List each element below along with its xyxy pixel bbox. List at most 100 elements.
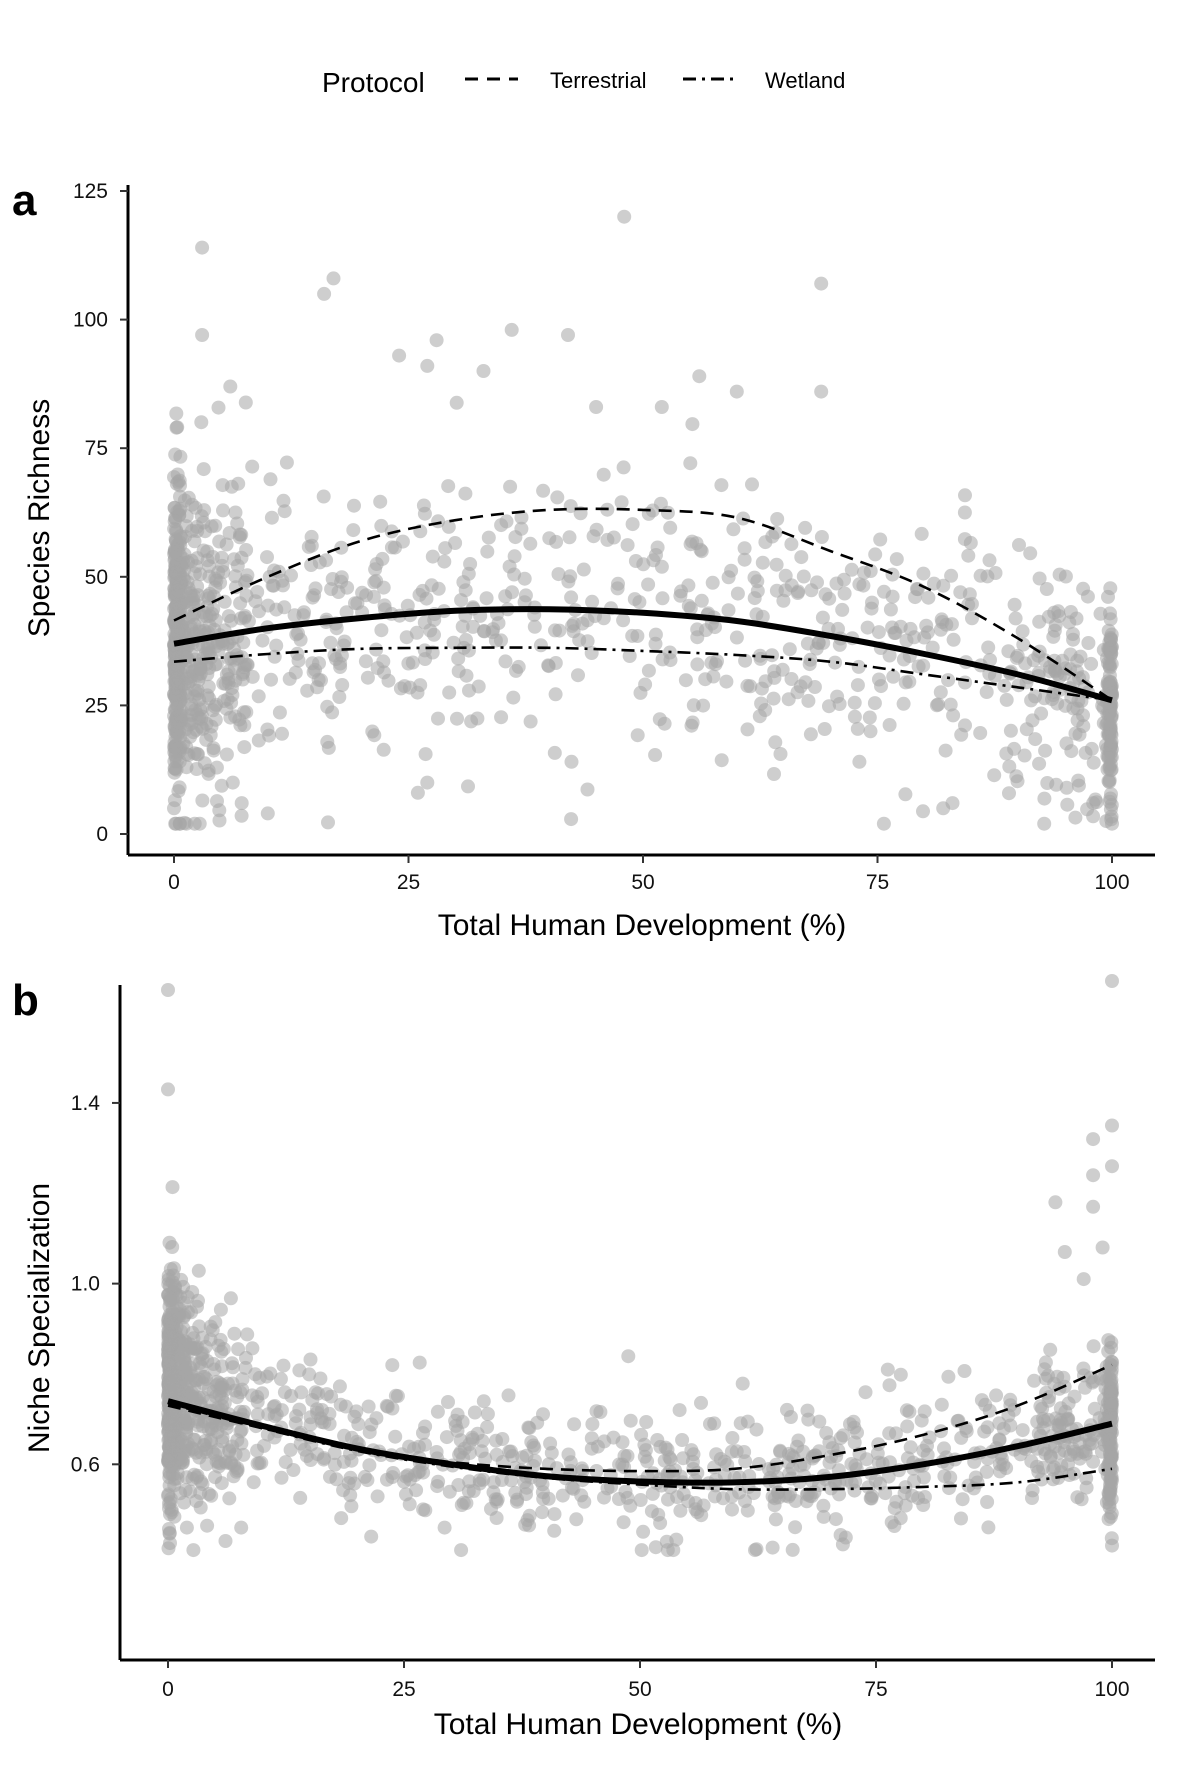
data-point [885,567,900,582]
data-point [211,1338,226,1353]
data-point [250,1394,265,1409]
data-point [264,672,278,687]
data-point [851,659,866,674]
data-point [179,1520,194,1535]
data-point [177,1308,192,1323]
data-point [438,541,453,556]
x-tick-label: 100 [1094,1678,1129,1701]
data-point [636,1524,651,1539]
data-point [1034,1472,1049,1487]
data-point [374,518,389,533]
data-point [1079,1480,1094,1495]
data-point [858,1385,873,1400]
data-point [589,1404,604,1419]
data-point [169,406,184,421]
data-point [721,570,736,585]
data-point [580,613,595,628]
data-point [623,1413,638,1428]
data-point [987,768,1002,783]
data-point [224,1455,239,1470]
data-point [981,640,996,655]
data-point [832,1487,847,1502]
data-point [1103,1445,1118,1460]
data-point [466,619,481,634]
data-point [812,1444,827,1459]
data-point [239,1350,253,1365]
data-point [729,630,744,645]
data-point [488,1492,503,1507]
data-point [737,541,752,556]
data-point [645,1486,660,1501]
legend-label-wetland: Wetland [765,68,845,93]
data-point [852,754,867,769]
data-point [973,726,988,740]
data-point [933,685,948,700]
data-point [1093,606,1108,621]
data-point [958,675,972,690]
data-point [254,1455,269,1470]
data-point [238,395,253,410]
data-point [1105,816,1119,831]
data-point [852,577,867,592]
data-point [814,384,829,399]
data-point [707,1489,722,1504]
data-point [589,400,604,414]
x-tick-label: 50 [628,1678,651,1701]
data-point [536,1491,551,1506]
data-point [829,576,844,591]
data-point [617,209,632,224]
data-point [388,540,402,555]
data-point [417,643,432,658]
data-point [835,602,850,617]
data-point [321,740,336,755]
data-point [922,1430,937,1445]
data-point [214,1476,229,1491]
data-point [832,697,847,711]
data-point [1104,1383,1119,1398]
data-point [212,534,227,549]
data-point [738,653,753,668]
data-point [740,722,755,737]
data-point [240,657,255,672]
data-point [1060,1413,1075,1427]
data-point [655,591,670,606]
data-point [580,634,595,649]
data-point [835,1537,850,1552]
data-point [317,286,332,301]
data-point [367,575,382,590]
data-point [180,671,195,686]
data-point [308,1385,323,1400]
data-point [163,1536,177,1551]
data-point [177,815,192,830]
data-point [981,1520,996,1535]
data-point [193,662,208,676]
data-point [1086,1339,1101,1354]
data-point [690,622,705,637]
data-point [900,1419,915,1434]
data-point [776,593,791,608]
data-point [276,1358,291,1373]
y-tick-label: 0 [96,823,108,846]
data-point [1032,571,1047,586]
data-point [721,603,736,618]
data-point [745,477,759,492]
data-point [190,747,205,761]
data-point [420,358,435,373]
data-point [164,1371,178,1386]
data-point [245,459,260,474]
data-point [957,505,972,520]
data-point [329,1472,344,1487]
fit-line-wetland [173,646,1113,702]
data-point [332,690,347,704]
data-point [163,1492,178,1506]
data-point [360,1473,375,1488]
data-point [326,271,341,286]
data-point [1037,791,1052,806]
data-point [1003,723,1018,738]
data-point [376,742,391,757]
data-point [454,1498,469,1512]
data-point [373,494,388,509]
data-point [822,1435,837,1450]
data-point [311,672,326,687]
data-point [1076,581,1091,596]
